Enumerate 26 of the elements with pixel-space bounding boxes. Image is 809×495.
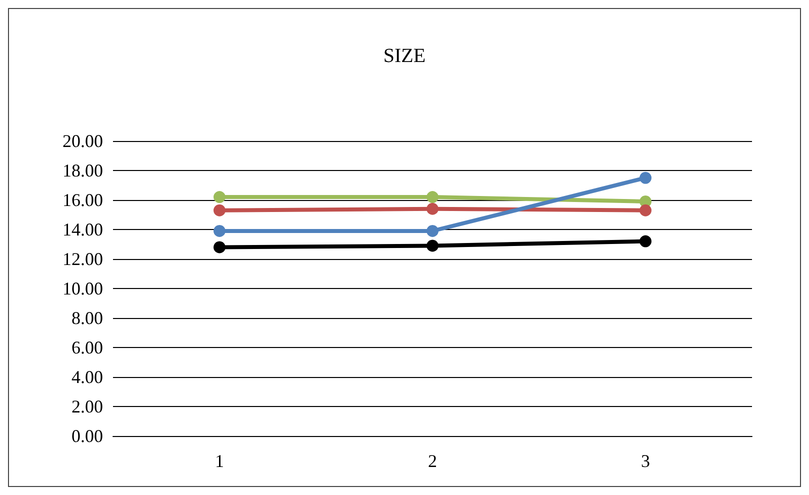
point bbox=[426, 202, 438, 215]
x-tick-label: 2 bbox=[428, 451, 437, 471]
y-tick-label: 18.00 bbox=[62, 160, 103, 180]
y-tick-label: 8.00 bbox=[72, 308, 103, 328]
point bbox=[426, 240, 438, 252]
point bbox=[640, 235, 652, 248]
y-tick-label: 0.00 bbox=[72, 426, 103, 446]
point bbox=[426, 191, 438, 204]
y-tick-label: 6.00 bbox=[72, 338, 103, 358]
point bbox=[214, 241, 226, 254]
x-tick-label: 3 bbox=[641, 451, 650, 471]
x-tick-label: 1 bbox=[215, 451, 224, 471]
point bbox=[214, 191, 226, 204]
point bbox=[214, 204, 226, 216]
point bbox=[426, 224, 438, 237]
y-tick-label: 20.00 bbox=[62, 131, 103, 151]
point bbox=[214, 224, 226, 237]
y-tick-label: 4.00 bbox=[72, 367, 103, 387]
point bbox=[640, 204, 652, 216]
y-tick-label: 2.00 bbox=[72, 396, 103, 416]
y-tick-label: 10.00 bbox=[62, 278, 103, 298]
y-tick-label: 12.00 bbox=[62, 249, 103, 269]
chart-title: SIZE bbox=[383, 45, 426, 67]
point bbox=[640, 172, 652, 184]
y-tick-label: 14.00 bbox=[62, 220, 103, 240]
y-tick-label: 16.00 bbox=[62, 190, 103, 210]
